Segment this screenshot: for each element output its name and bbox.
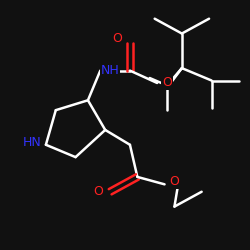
Text: O: O [162, 76, 172, 90]
Text: NH: NH [101, 64, 119, 77]
Text: O: O [113, 32, 122, 45]
Text: HN: HN [23, 136, 42, 149]
Text: O: O [170, 175, 179, 188]
Text: O: O [93, 185, 103, 198]
